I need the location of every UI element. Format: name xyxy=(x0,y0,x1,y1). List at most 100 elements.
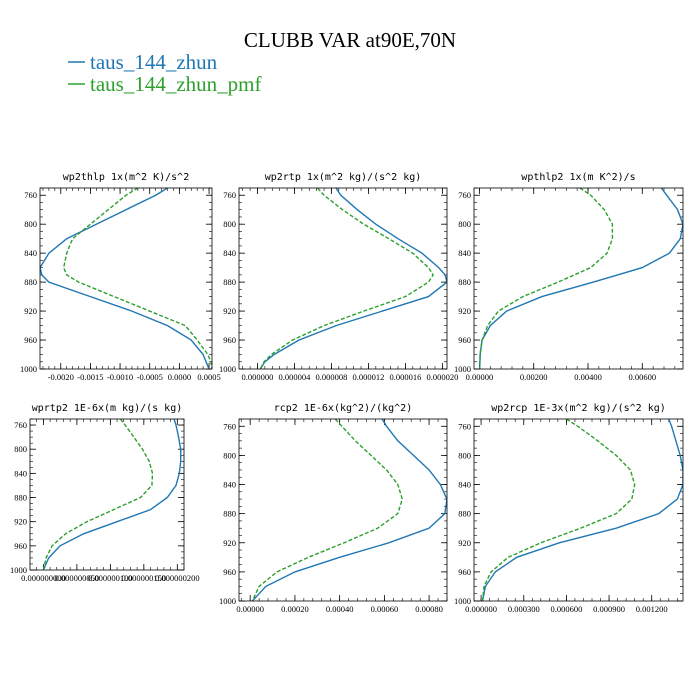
y-tick-label: 800 xyxy=(223,450,236,460)
plot-frame xyxy=(238,187,448,370)
plot-frame xyxy=(238,418,448,602)
y-tick-label: 960 xyxy=(458,335,471,345)
series-line-1 xyxy=(481,419,683,601)
y-tick-label: 760 xyxy=(458,190,471,200)
y-tick-label: 760 xyxy=(223,190,236,200)
y-tick-label: 880 xyxy=(24,277,37,287)
panel-title: wpthlp2 1x(m K^2)/s xyxy=(521,172,635,183)
x-tick-label: 0.000016 xyxy=(389,372,421,382)
y-tick-label: 800 xyxy=(458,219,471,229)
panel-5: rcp2 1E-6x(kg^2)/(kg^2) 760 800 840 880 920 96… xyxy=(219,403,448,614)
figure-title: CLUBB VAR at90E,70N xyxy=(244,28,456,52)
series-line-2 xyxy=(479,188,614,369)
x-tick-label: 0.00020 xyxy=(281,604,309,614)
x-tick-label: 0.000000150 xyxy=(122,573,167,583)
series-line-1 xyxy=(479,188,683,369)
y-tick-label: 920 xyxy=(14,517,27,527)
y-tick-label: 960 xyxy=(458,567,471,577)
y-tick-label: 840 xyxy=(14,468,27,478)
legend-label-0: taus_144_zhun xyxy=(90,50,218,74)
y-tick-label: 880 xyxy=(14,493,27,503)
plot-frame xyxy=(29,418,185,571)
y-tick-label: 960 xyxy=(223,567,236,577)
y-tick-label: 1000 xyxy=(10,565,27,575)
y-tick-label: 840 xyxy=(458,480,471,490)
x-tick-label: 0.000900 xyxy=(593,604,625,614)
x-tick-label: 0.000008 xyxy=(316,372,348,382)
y-tick-label: 960 xyxy=(14,541,27,551)
x-tick-label: 0.000000200 xyxy=(155,573,200,583)
series-line-1 xyxy=(251,419,447,601)
series-line-2 xyxy=(481,419,636,601)
series-line-2 xyxy=(251,419,404,601)
y-tick-label: 760 xyxy=(223,421,236,431)
x-tick-label: 0.000000000 xyxy=(21,573,66,583)
plot-frame xyxy=(473,418,684,602)
panel-title: wp2rtp 1x(m^2 kg)/(s^2 kg) xyxy=(265,172,422,183)
y-tick-label: 840 xyxy=(458,248,471,258)
y-tick-label: 840 xyxy=(223,480,236,490)
x-tick-label: -0.0015 xyxy=(77,372,103,382)
y-tick-label: 880 xyxy=(458,509,471,519)
x-tick-label: 0.000600 xyxy=(550,604,582,614)
x-tick-label: -0.0020 xyxy=(48,372,74,382)
y-tick-label: 760 xyxy=(458,421,471,431)
x-tick-label: 0.000012 xyxy=(352,372,384,382)
x-tick-label: 0.00080 xyxy=(415,604,443,614)
panel-title: wprtp2 1E-6x(m kg)/(s kg) xyxy=(32,403,183,414)
panel-6: wp2rcp 1E-3x(m^2 kg)/(s^2 kg) 760 800 840 88… xyxy=(454,403,684,614)
x-tick-label: -0.0010 xyxy=(107,372,133,382)
x-tick-label: 0.00400 xyxy=(574,372,602,382)
x-tick-label: 0.000000100 xyxy=(88,573,133,583)
panel-title: wp2thlp 1x(m^2 K)/s^2 xyxy=(63,172,189,183)
y-tick-label: 1000 xyxy=(20,364,37,374)
x-tick-label: 0.000000 xyxy=(465,604,497,614)
series-line-1 xyxy=(40,188,210,369)
x-tick-label: 0.000020 xyxy=(426,372,458,382)
x-tick-label: 0.00200 xyxy=(520,372,548,382)
series-line-1 xyxy=(42,419,182,570)
panel-title: wp2rcp 1E-3x(m^2 kg)/(s^2 kg) xyxy=(491,403,666,414)
panel-3: wpthlp2 1x(m K^2)/s 760 800 840 880 920 960 100… xyxy=(454,172,684,382)
x-tick-label: 0.000300 xyxy=(508,604,540,614)
x-tick-label: 0.00600 xyxy=(628,372,656,382)
plot-frame xyxy=(473,187,684,370)
x-tick-label: 0.0000 xyxy=(168,372,191,382)
x-tick-label: 0.000000 xyxy=(242,372,274,382)
y-tick-label: 800 xyxy=(223,219,236,229)
plot-frame xyxy=(39,187,213,370)
y-tick-label: 760 xyxy=(24,190,37,200)
y-tick-label: 840 xyxy=(223,248,236,258)
y-tick-label: 840 xyxy=(24,248,37,258)
y-tick-label: 1000 xyxy=(219,596,236,606)
x-tick-label: 0.00060 xyxy=(371,604,399,614)
y-tick-label: 1000 xyxy=(219,364,236,374)
x-tick-label: 0.00040 xyxy=(326,604,354,614)
panel-4: wprtp2 1E-6x(m kg)/(s kg) 760 800 840 880 920… xyxy=(10,403,200,583)
x-tick-label: 0.000004 xyxy=(279,372,312,382)
x-tick-label: 0.00000 xyxy=(466,372,494,382)
series-line-1 xyxy=(259,188,447,369)
x-tick-label: 0.000000050 xyxy=(55,573,100,583)
y-tick-label: 800 xyxy=(14,444,27,454)
x-tick-label: 0.0005 xyxy=(197,372,220,382)
y-tick-label: 920 xyxy=(458,306,471,316)
y-tick-label: 920 xyxy=(223,538,236,548)
y-tick-label: 800 xyxy=(458,450,471,460)
series-line-2 xyxy=(259,188,434,369)
y-tick-label: 1000 xyxy=(454,596,471,606)
y-tick-label: 960 xyxy=(24,335,37,345)
y-tick-label: 960 xyxy=(223,335,236,345)
y-tick-label: 880 xyxy=(223,509,236,519)
x-tick-label: 0.001200 xyxy=(636,604,668,614)
y-tick-label: 760 xyxy=(14,420,27,430)
y-tick-label: 1000 xyxy=(454,364,471,374)
panel-2: wp2rtp 1x(m^2 kg)/(s^2 kg) 760 800 840 880 92… xyxy=(219,172,458,382)
y-tick-label: 920 xyxy=(223,306,236,316)
y-tick-label: 920 xyxy=(458,538,471,548)
legend-label-1: taus_144_zhun_pmf xyxy=(90,72,261,96)
y-tick-label: 920 xyxy=(24,306,37,316)
x-tick-label: -0.0005 xyxy=(137,372,163,382)
panel-title: rcp2 1E-6x(kg^2)/(kg^2) xyxy=(274,403,412,414)
